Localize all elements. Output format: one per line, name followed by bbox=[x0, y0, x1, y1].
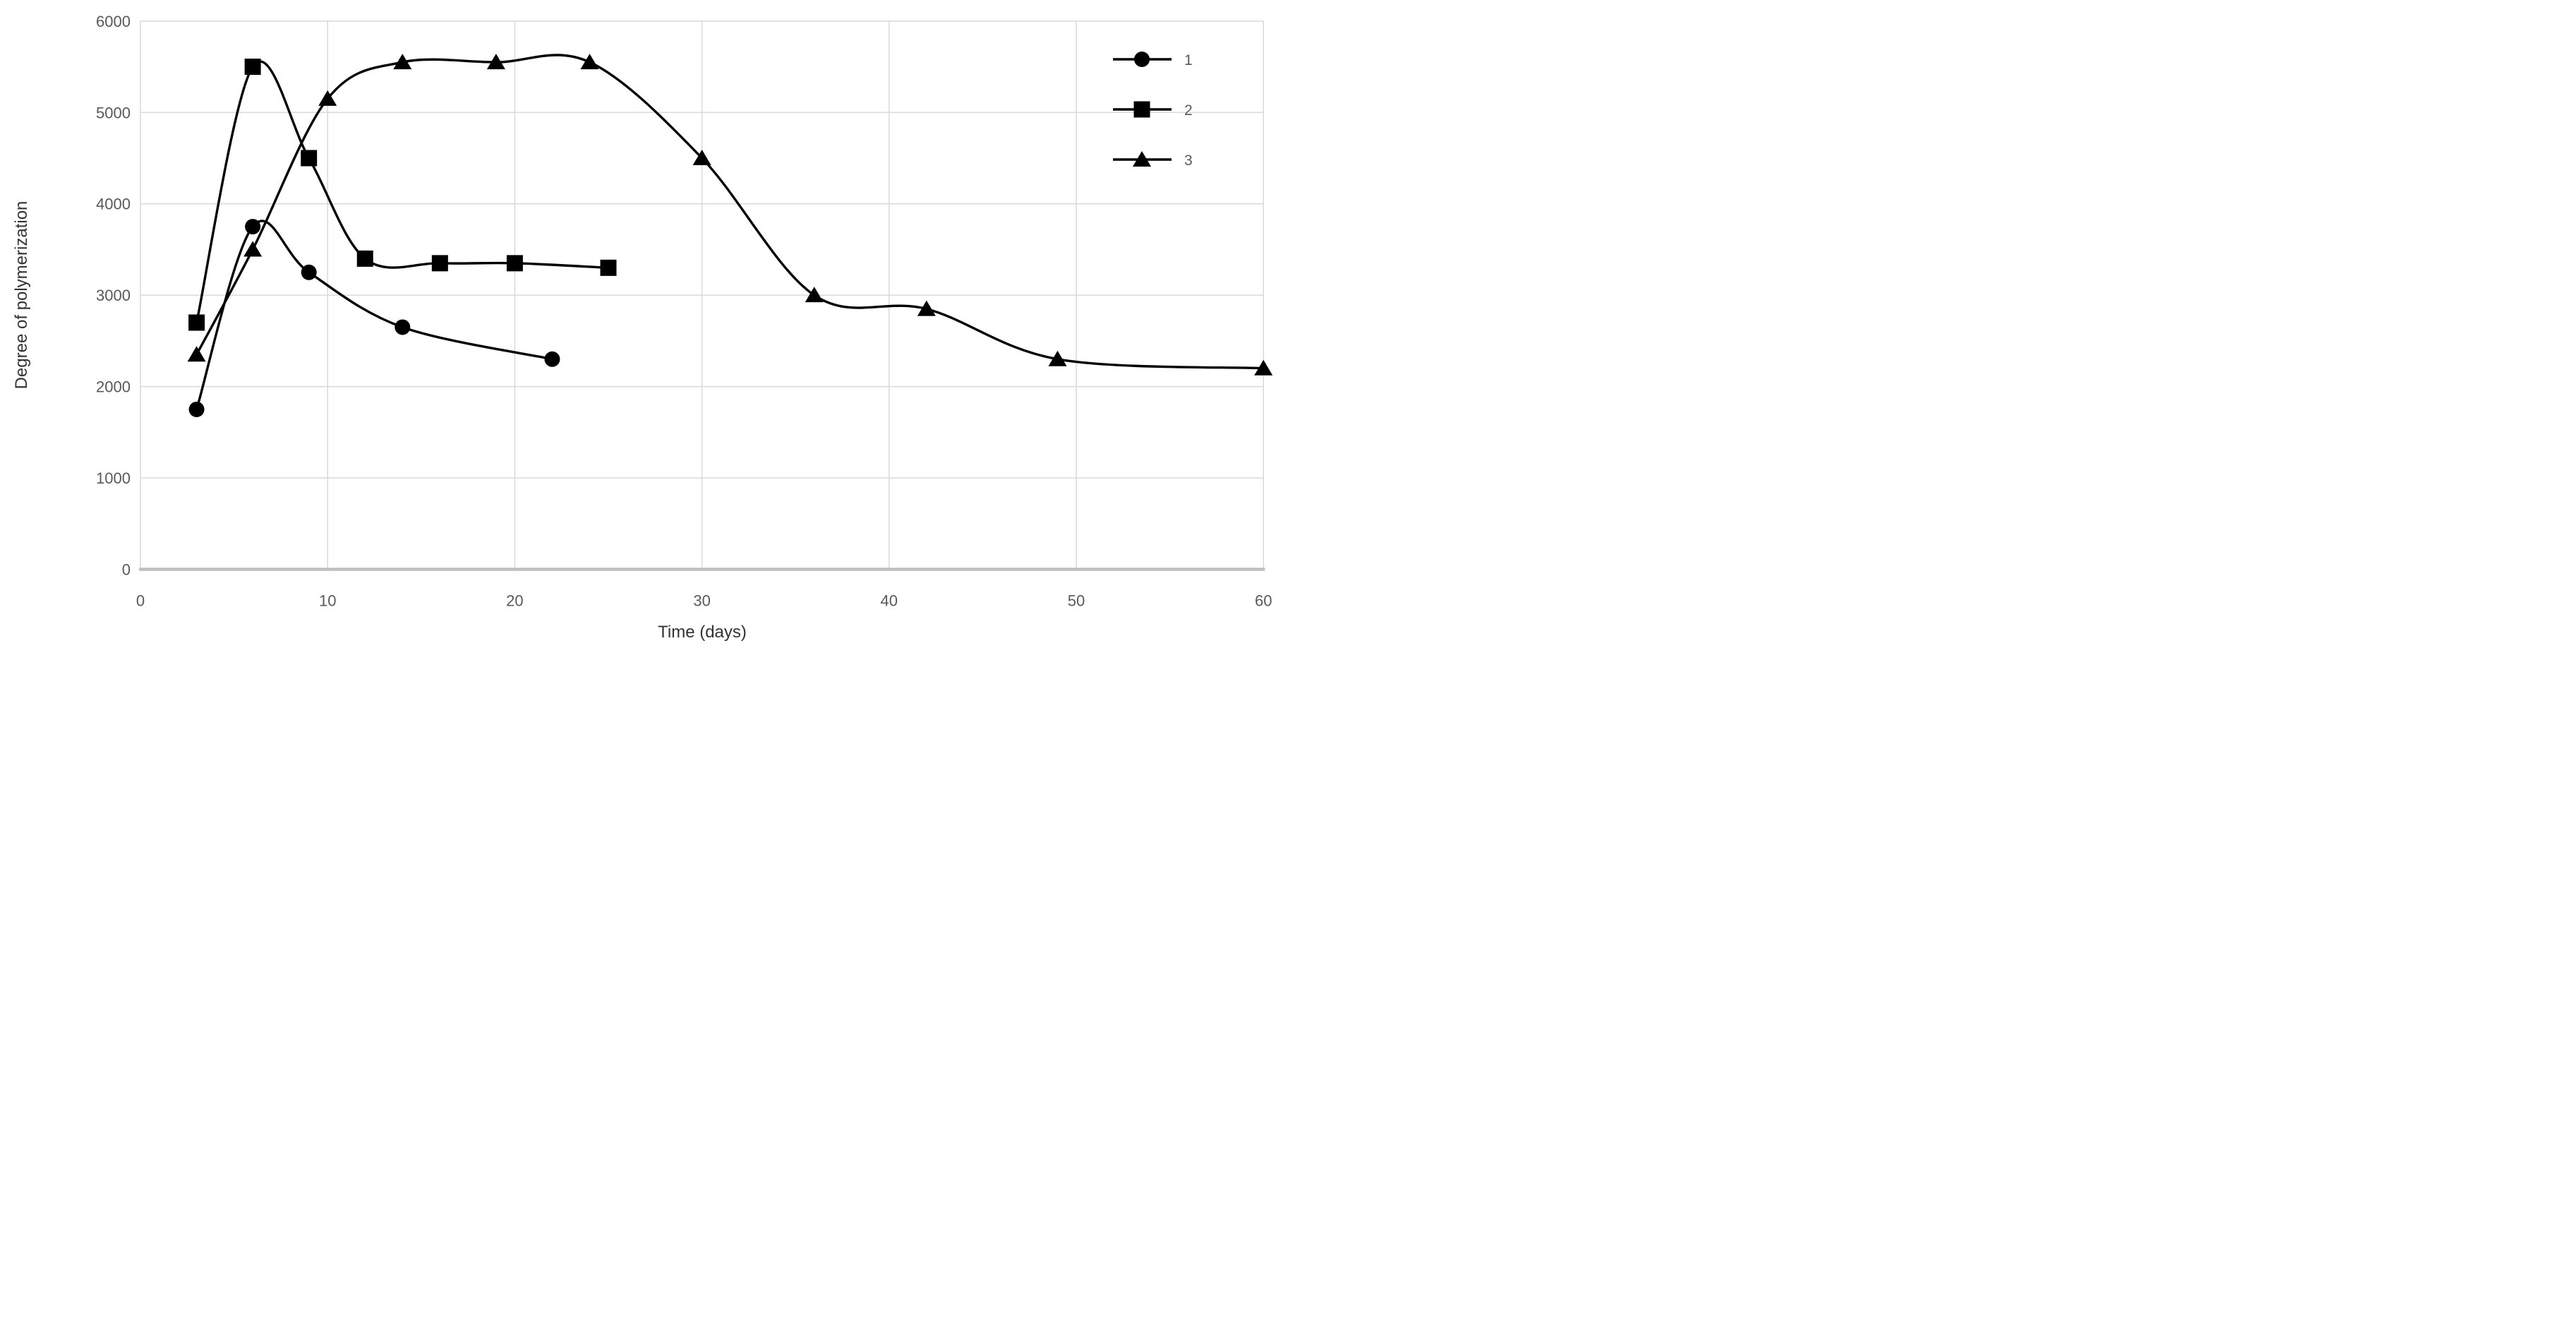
series-lines bbox=[195, 54, 1265, 411]
square-marker bbox=[506, 255, 523, 272]
triangle-marker bbox=[1048, 350, 1067, 366]
circle-marker bbox=[245, 219, 261, 235]
square-marker bbox=[301, 150, 318, 167]
triangle-marker bbox=[1133, 151, 1151, 167]
axis-tick-labels: 0 10 20 30 40 50 60 0 1000 2000 3000 4000 5000 6000 bbox=[96, 13, 1272, 610]
series-markers bbox=[187, 54, 1273, 417]
legend-item-2: 2 bbox=[1113, 101, 1193, 119]
x-tick-label: 40 bbox=[881, 592, 898, 610]
x-axis-title: Time (days) bbox=[658, 623, 747, 642]
triangle-marker bbox=[805, 287, 824, 303]
triangle-marker bbox=[393, 54, 412, 70]
square-marker bbox=[188, 314, 205, 331]
triangle-marker bbox=[243, 241, 263, 257]
y-tick-label: 0 bbox=[122, 561, 131, 579]
triangle-marker bbox=[692, 149, 711, 165]
triangle-marker bbox=[318, 90, 337, 106]
legend-item-3: 3 bbox=[1113, 151, 1193, 169]
triangle-marker bbox=[486, 54, 505, 70]
x-tick-label: 0 bbox=[136, 592, 145, 610]
triangle-marker bbox=[917, 300, 936, 316]
circle-marker bbox=[544, 351, 560, 367]
y-tick-label: 6000 bbox=[96, 13, 131, 30]
y-axis-title: Degree of polymerization bbox=[12, 201, 31, 390]
x-tick-label: 60 bbox=[1255, 592, 1272, 610]
square-marker bbox=[600, 259, 617, 276]
y-tick-label: 3000 bbox=[96, 287, 131, 304]
series-3-line bbox=[195, 54, 1265, 370]
y-tick-label: 4000 bbox=[96, 196, 131, 213]
chart-figure: 0 10 20 30 40 50 60 0 1000 2000 3000 4000 5000 6000 1… bbox=[0, 0, 1288, 663]
legend-label: 2 bbox=[1184, 102, 1193, 119]
y-tick-label: 1000 bbox=[96, 469, 131, 487]
square-marker bbox=[244, 59, 261, 76]
triangle-marker bbox=[187, 346, 206, 362]
legend-label: 1 bbox=[1184, 52, 1193, 68]
circle-marker bbox=[188, 401, 205, 417]
circle-marker bbox=[301, 264, 317, 280]
square-marker bbox=[1133, 101, 1150, 118]
x-tick-label: 50 bbox=[1068, 592, 1085, 610]
x-tick-label: 30 bbox=[693, 592, 710, 610]
triangle-marker bbox=[1254, 359, 1273, 376]
legend-item-1: 1 bbox=[1113, 52, 1193, 68]
line-chart: 0 10 20 30 40 50 60 0 1000 2000 3000 4000 5000 6000 1… bbox=[12, 13, 1273, 642]
y-tick-label: 5000 bbox=[96, 104, 131, 121]
square-marker bbox=[431, 255, 448, 272]
triangle-marker bbox=[580, 54, 599, 70]
x-tick-label: 20 bbox=[506, 592, 523, 610]
legend: 1 2 3 bbox=[1113, 52, 1193, 169]
legend-label: 3 bbox=[1184, 152, 1193, 169]
x-tick-label: 10 bbox=[319, 592, 336, 610]
square-marker bbox=[356, 250, 373, 267]
y-tick-label: 2000 bbox=[96, 378, 131, 396]
series-2-line bbox=[195, 60, 610, 324]
gridlines bbox=[140, 20, 1264, 570]
circle-marker bbox=[1134, 52, 1150, 67]
circle-marker bbox=[395, 319, 411, 335]
